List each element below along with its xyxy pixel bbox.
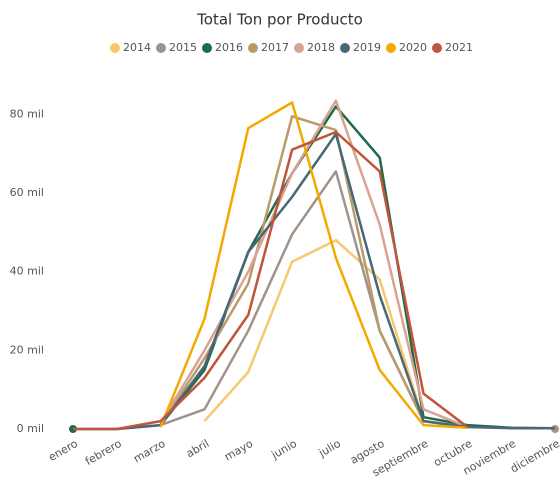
legend-marker <box>294 43 304 53</box>
chart-title: Total Ton por Producto <box>196 11 363 29</box>
x-tick-label: julio <box>316 437 343 460</box>
x-tick-label: mayo <box>222 437 255 464</box>
legend-marker <box>340 43 350 53</box>
x-tick-label: enero <box>46 437 80 464</box>
legend-label: 2021 <box>445 41 473 54</box>
legend-label: 2020 <box>399 41 427 54</box>
x-tick-label: febrero <box>83 437 124 468</box>
y-tick-label: 20 mil <box>10 343 44 356</box>
legend-label: 2017 <box>261 41 289 54</box>
legend-marker <box>110 43 120 53</box>
y-tick-label: 60 mil <box>10 186 44 199</box>
series-line <box>203 238 468 429</box>
y-tick-label: 0 mil <box>17 422 44 435</box>
series-line <box>159 101 468 430</box>
legend-label: 2018 <box>307 41 335 54</box>
legend-label: 2015 <box>169 41 197 54</box>
y-tick-label: 40 mil <box>10 265 44 278</box>
legend-marker <box>432 43 442 53</box>
x-tick-label: marzo <box>131 437 168 466</box>
legend-marker <box>386 43 396 53</box>
y-tick-label: 80 mil <box>10 107 44 120</box>
x-tick-label: diciembre <box>508 437 560 476</box>
legend-label: 2019 <box>353 41 381 54</box>
x-tick-label: abril <box>184 437 212 460</box>
series-line <box>73 132 555 431</box>
x-tick-label: junio <box>269 437 300 462</box>
legend-label: 2014 <box>123 41 151 54</box>
series-line <box>73 130 469 431</box>
legend-label: 2016 <box>215 41 243 54</box>
legend-marker <box>156 43 166 53</box>
series-line <box>159 99 468 429</box>
legend-marker <box>202 43 212 53</box>
legend-marker <box>248 43 258 53</box>
